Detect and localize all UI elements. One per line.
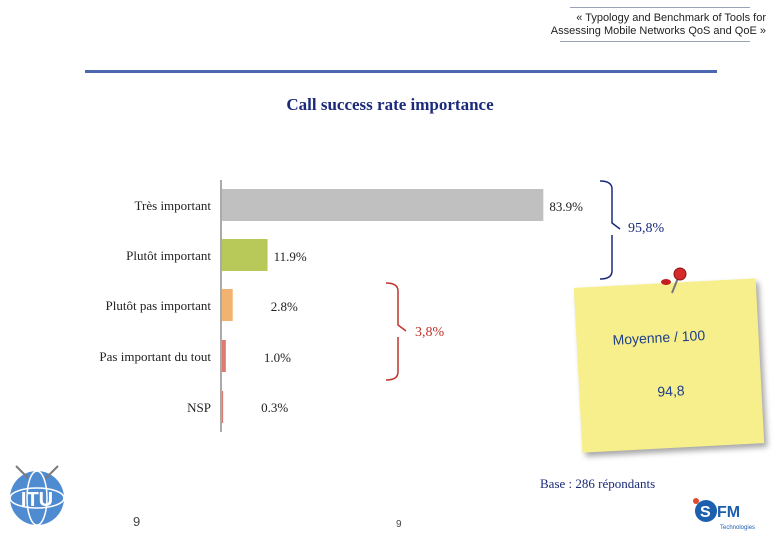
bracket bbox=[599, 180, 621, 280]
category-label: Plutôt important bbox=[126, 248, 211, 263]
sfm-logo: S FM Technologies bbox=[693, 498, 755, 531]
header-title: « Typology and Benchmark of Tools for As… bbox=[466, 12, 766, 38]
sticky-note: Moyenne / 100 94,8 bbox=[573, 278, 765, 453]
category-label: NSP bbox=[187, 400, 211, 415]
category-label: Plutôt pas important bbox=[106, 298, 212, 313]
sticky-note-line2: 94,8 bbox=[656, 382, 685, 400]
chart-title: Call success rate importance bbox=[286, 95, 494, 114]
bar bbox=[222, 391, 224, 423]
page-number-left: 9 bbox=[133, 514, 141, 529]
title-rule bbox=[85, 70, 717, 73]
itu-logo-text: ITU bbox=[21, 489, 53, 511]
base-note: Base : 286 répondants bbox=[540, 476, 656, 491]
bracket-label: 95,8% bbox=[628, 221, 665, 236]
svg-text:FM: FM bbox=[717, 504, 740, 521]
header-title-line2: Assessing Mobile Networks QoS and QoE » bbox=[550, 25, 766, 37]
bar bbox=[222, 340, 226, 372]
sticky-note-line1: Moyenne / 100 bbox=[612, 327, 706, 348]
header-rule-bottom bbox=[560, 41, 750, 42]
itu-logo: ITU bbox=[9, 465, 65, 526]
page-number-center: 9 bbox=[396, 519, 402, 530]
value-label: 1.0% bbox=[264, 350, 291, 365]
value-label: 2.8% bbox=[271, 299, 298, 314]
bar bbox=[222, 289, 233, 321]
category-label: Pas important du tout bbox=[99, 349, 211, 364]
value-label: 11.9% bbox=[274, 249, 307, 264]
bracket bbox=[385, 282, 407, 381]
bracket-label: 3,8% bbox=[415, 325, 445, 340]
header-title-line1: « Typology and Benchmark of Tools for bbox=[576, 12, 766, 24]
bar bbox=[222, 189, 544, 221]
header-rule-top bbox=[570, 7, 750, 8]
value-label: 83.9% bbox=[549, 199, 583, 214]
value-label: 0.3% bbox=[261, 400, 288, 415]
svg-text:S: S bbox=[700, 504, 711, 521]
category-label: Très important bbox=[135, 198, 212, 213]
sfm-logo-subtitle: Technologies bbox=[720, 525, 755, 531]
bar bbox=[222, 239, 268, 271]
